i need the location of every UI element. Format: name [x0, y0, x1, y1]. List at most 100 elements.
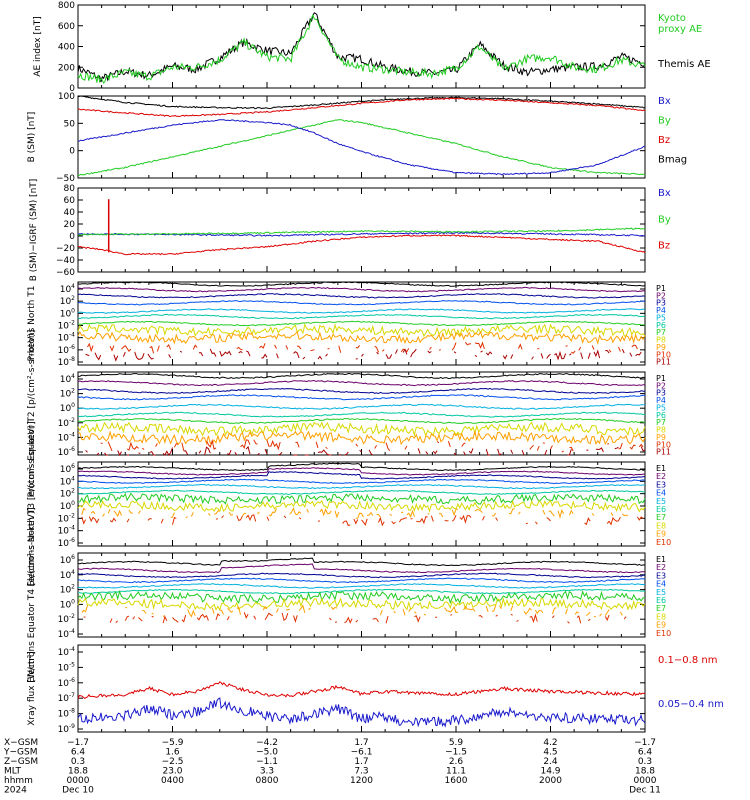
- y-tick-label: 10-4: [58, 525, 76, 537]
- axis-row-value: −1.7: [634, 738, 656, 748]
- y-tick-label: 0: [69, 147, 75, 157]
- channel-line-P11: [317, 449, 332, 456]
- channel-line-E5: [77, 583, 646, 589]
- axis-row-value: 1.7: [354, 757, 368, 767]
- channel-line-E10: [253, 615, 257, 620]
- channel-line-E10: [132, 616, 136, 620]
- channel-line-P10: [295, 441, 300, 448]
- channel-line-P6: [77, 313, 646, 320]
- channel-line-E10: [236, 515, 243, 522]
- legend-P9: P9: [656, 343, 666, 352]
- channel-line-E9: [236, 606, 241, 615]
- axis-row-value: −5.9: [162, 738, 184, 748]
- y-tick-label: 102: [60, 388, 75, 400]
- axis-row-value: −4.2: [256, 738, 278, 748]
- legend-E10: E10: [656, 538, 671, 547]
- channel-line-P10: [374, 345, 379, 353]
- y-tick-label: 100: [60, 307, 75, 319]
- y-tick-label: 10-6: [58, 344, 76, 356]
- y-tick-label: 600: [58, 22, 75, 32]
- axis-row-value: 7.3: [354, 767, 368, 777]
- y-tick-label: 10-2: [58, 320, 76, 332]
- y-tick-label: −50: [56, 174, 75, 184]
- legend-P1: P1: [656, 374, 666, 383]
- channel-line-P11: [183, 450, 189, 455]
- channel-line-P5: [77, 403, 646, 410]
- channel-line-E9: [393, 610, 396, 614]
- channel-line-E3: [77, 572, 646, 579]
- axis-row-value: −1.1: [256, 757, 278, 767]
- channel-line-E10: [636, 516, 644, 521]
- channel-line-E10: [115, 620, 119, 623]
- channel-line-E6: [77, 588, 646, 595]
- channel-line-P11: [234, 452, 238, 456]
- y-tick-label: 10-4: [58, 332, 76, 344]
- channel-line-E10: [81, 516, 87, 525]
- channel-line-E10: [88, 516, 100, 524]
- channel-line-P11: [317, 355, 323, 360]
- axis-row-value: 18.8: [68, 767, 88, 777]
- channel-line-E9: [334, 510, 340, 519]
- legend-entry: Themis AE: [657, 59, 711, 70]
- axis-row-value: 0000: [67, 776, 90, 786]
- channel-line-E10: [172, 516, 177, 525]
- channel-line-E9: [508, 508, 515, 515]
- legend-E2: E2: [656, 472, 666, 481]
- channel-line-E8: [77, 499, 646, 513]
- channel-line-E10: [398, 517, 408, 523]
- channel-line-P11: [540, 353, 544, 359]
- channel-line-E9: [190, 512, 194, 517]
- channel-line-P10: [451, 342, 457, 351]
- y-tick-label: 50: [64, 119, 76, 129]
- channel-line-P11: [96, 452, 100, 456]
- panel-bsm: 100 50 0 −50 B (SM) [nT] Bx By Bz Bmag: [27, 92, 687, 184]
- channel-line-E10: [604, 614, 610, 622]
- y-axis-label: Xray flux [W/m²]: [27, 651, 37, 725]
- channel-line-E9: [319, 508, 332, 517]
- channel-line-P10: [315, 441, 319, 448]
- channel-line-P10: [149, 345, 155, 354]
- channel-line-E10: [430, 515, 434, 522]
- channel-line-E9: [211, 607, 215, 614]
- channel-line-E10: [160, 518, 164, 524]
- channel-line-P9: [77, 330, 646, 345]
- channel-line-P1: [77, 281, 646, 287]
- channel-line-P10: [591, 345, 595, 350]
- axis-row-value: 1200: [350, 776, 373, 786]
- panel-frame: [77, 4, 646, 89]
- channel-line-E1: [77, 557, 646, 567]
- y-tick-label: 800: [58, 1, 75, 11]
- channel-line-P10: [121, 344, 132, 353]
- channel-line-P11: [402, 348, 408, 355]
- channel-line-E10: [281, 612, 289, 622]
- channel-line-P2: [77, 286, 646, 293]
- legend-entry: 0.05−0.4 nm: [658, 699, 724, 710]
- channel-line-P11: [376, 351, 379, 355]
- legend-P5: P5: [656, 403, 666, 412]
- channel-line-E9: [423, 613, 426, 616]
- axis-row-value: Dec 11: [629, 786, 661, 796]
- channel-line-E10: [245, 514, 257, 522]
- channel-line-P11: [227, 449, 232, 456]
- axis-row-value: 1600: [445, 776, 468, 786]
- channel-line-E10: [181, 614, 187, 623]
- y-tick-label: 20: [64, 220, 76, 230]
- channel-line-P11: [425, 451, 429, 455]
- axis-row-value: 14.9: [540, 767, 560, 777]
- channel-line-E9: [187, 609, 196, 618]
- channel-line-E9: [548, 510, 555, 517]
- channel-line-P11: [368, 449, 374, 456]
- channel-line-P11: [580, 352, 584, 359]
- channel-line-E10: [226, 616, 230, 621]
- y-tick-label: 10-8: [58, 356, 76, 368]
- legend-P8: P8: [656, 336, 666, 345]
- channel-line-P10: [155, 443, 158, 447]
- y-tick-label: 10-9: [58, 723, 76, 735]
- channel-line-E10: [450, 614, 453, 616]
- channel-line-P10: [578, 346, 582, 351]
- legend-E1: E1: [656, 464, 666, 473]
- channel-line-E10: [391, 520, 396, 525]
- channel-line-P11: [122, 351, 126, 357]
- channel-line-E10: [459, 514, 472, 525]
